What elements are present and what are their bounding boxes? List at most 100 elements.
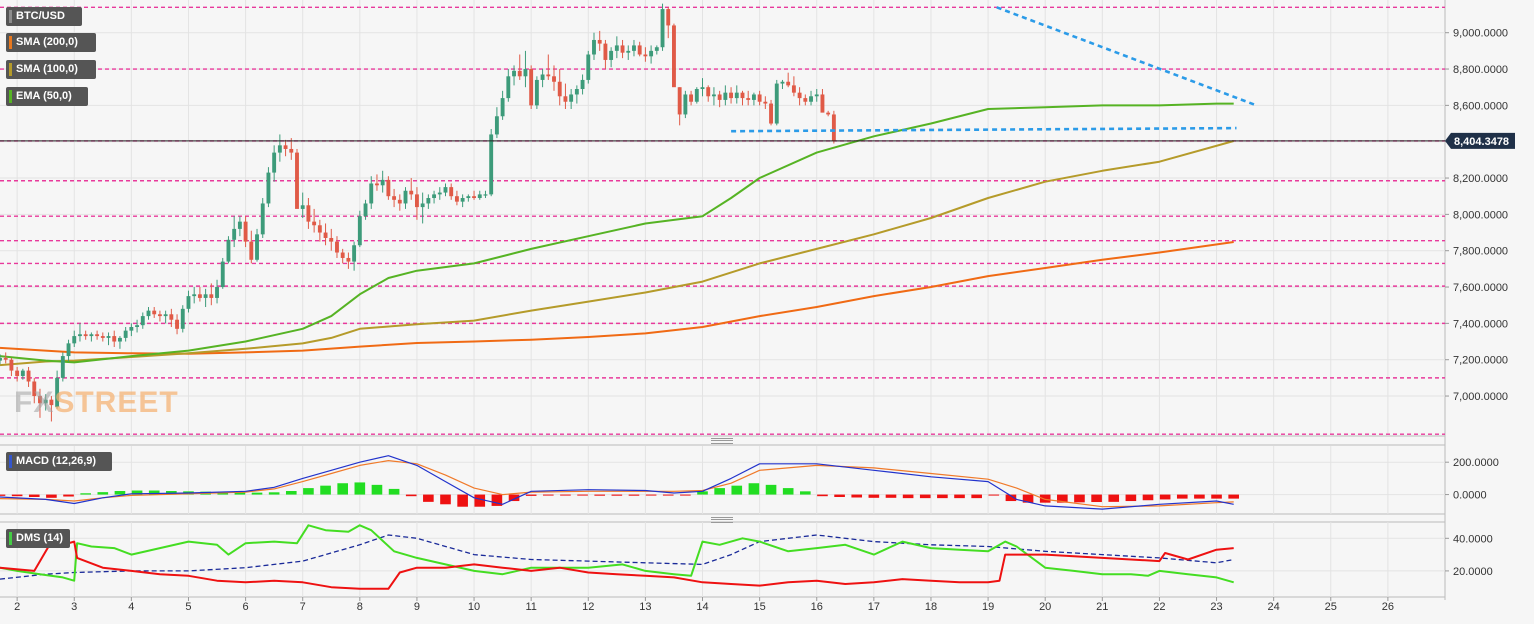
sma200-line: [0, 241, 1234, 355]
macd-y-tick-label: 0.0000: [1453, 490, 1487, 502]
candle-body: [614, 45, 619, 51]
y-tick-label: 8,000.0000: [1453, 209, 1508, 221]
pane-resize-handle[interactable]: [711, 438, 733, 444]
dms-pane-bg: [0, 522, 1445, 597]
candle-body: [237, 221, 242, 229]
candle-body: [426, 198, 431, 204]
candle-body: [255, 234, 259, 260]
macd-histogram-bar: [1142, 494, 1154, 501]
x-tick-label: 24: [1268, 601, 1280, 613]
macd-histogram-bar: [63, 494, 74, 497]
candle-body: [32, 381, 37, 397]
macd-histogram-bar: [1211, 494, 1222, 499]
candle-body: [620, 45, 625, 53]
macd-histogram-bar: [919, 494, 931, 499]
candle-body: [272, 152, 277, 173]
candle-body: [797, 92, 802, 99]
macd-histogram-bar: [11, 494, 23, 497]
candle-body: [534, 79, 539, 106]
macd-line: [0, 455, 1234, 510]
candle-body: [375, 183, 379, 186]
macd-histogram-bar: [1228, 494, 1239, 499]
x-tick-label: 2: [14, 601, 20, 613]
candle-body: [734, 92, 739, 99]
x-tick-label: 23: [1210, 601, 1222, 613]
candle-body: [791, 85, 796, 93]
candle-body: [677, 87, 682, 115]
candle-body: [672, 25, 676, 88]
ema50-line: [0, 102, 1234, 364]
y-tick-label: 7,400.0000: [1453, 318, 1508, 330]
candle-body: [95, 334, 100, 337]
candle-body: [569, 94, 574, 102]
macd-label[interactable]: MACD (12,26,9): [6, 452, 112, 471]
ema50-label[interactable]: EMA (50,0): [6, 87, 88, 106]
candle-body: [386, 179, 391, 197]
candle-body: [123, 330, 128, 338]
candle-body: [460, 198, 465, 202]
dms-y-tick-label: 40.0000: [1453, 533, 1493, 545]
candle-body: [66, 343, 71, 357]
x-tick-label: 25: [1325, 601, 1337, 613]
candle-body: [809, 96, 813, 102]
candle-body: [369, 183, 374, 204]
candle-body: [175, 319, 179, 329]
candle-body: [506, 76, 511, 99]
pane-resize-handle[interactable]: [711, 517, 733, 523]
candle-body: [814, 94, 819, 97]
candle-body: [689, 94, 694, 102]
macd-histogram-bar: [851, 494, 863, 498]
macd-histogram-bar: [611, 494, 623, 496]
candle-body: [43, 399, 48, 404]
candle-body: [432, 194, 437, 199]
macd-histogram-bar: [868, 494, 880, 498]
candle-body: [163, 314, 168, 317]
macd-histogram-bar: [303, 488, 314, 495]
x-tick-label: 8: [357, 601, 363, 613]
candle-body: [494, 116, 499, 135]
candle-body: [277, 145, 282, 153]
dms-label[interactable]: DMS (14): [6, 529, 70, 548]
x-tick-label: 6: [243, 601, 249, 613]
candle-body: [632, 45, 636, 51]
symbol-label[interactable]: BTC/USD: [6, 7, 82, 26]
candle-body: [266, 172, 271, 204]
candle-body: [329, 237, 334, 242]
candle-body: [472, 196, 476, 199]
candle-body: [626, 50, 631, 53]
candle-body: [9, 359, 14, 371]
x-tick-label: 13: [639, 601, 651, 613]
macd-histogram-bar: [680, 494, 691, 496]
candle-body: [751, 94, 756, 100]
candle-body: [466, 196, 471, 199]
sma200-label[interactable]: SMA (200,0): [6, 33, 96, 52]
y-tick-label: 8,800.0000: [1453, 64, 1508, 76]
candle-body: [26, 370, 31, 382]
candle-body: [717, 94, 722, 100]
candle-body: [774, 83, 779, 124]
current-price-tag: [1445, 132, 1515, 149]
candle-body: [757, 94, 762, 102]
candle-body: [352, 245, 357, 262]
x-tick-label: 16: [811, 601, 823, 613]
candle-body: [289, 148, 294, 153]
candle-body: [20, 370, 25, 377]
candle-body: [500, 98, 505, 117]
macd-histogram-bar: [782, 488, 794, 495]
macd-histogram-bar: [885, 494, 897, 498]
macd-histogram-bar: [714, 488, 725, 495]
candle-body: [763, 101, 768, 104]
sma100-label[interactable]: SMA (100,0): [6, 60, 96, 79]
candle-body: [363, 203, 368, 217]
candle-body: [0, 357, 2, 361]
macd-histogram-bar: [731, 485, 743, 495]
candle-body: [260, 203, 265, 235]
candle-body: [140, 316, 145, 326]
candle-body: [283, 145, 288, 149]
x-tick-label: 18: [925, 601, 937, 613]
candle-body: [483, 194, 488, 196]
adx-line: [0, 534, 1234, 580]
macd-signal-line: [0, 460, 1234, 508]
candle-body: [706, 87, 711, 97]
macd-histogram-bar: [508, 494, 520, 502]
